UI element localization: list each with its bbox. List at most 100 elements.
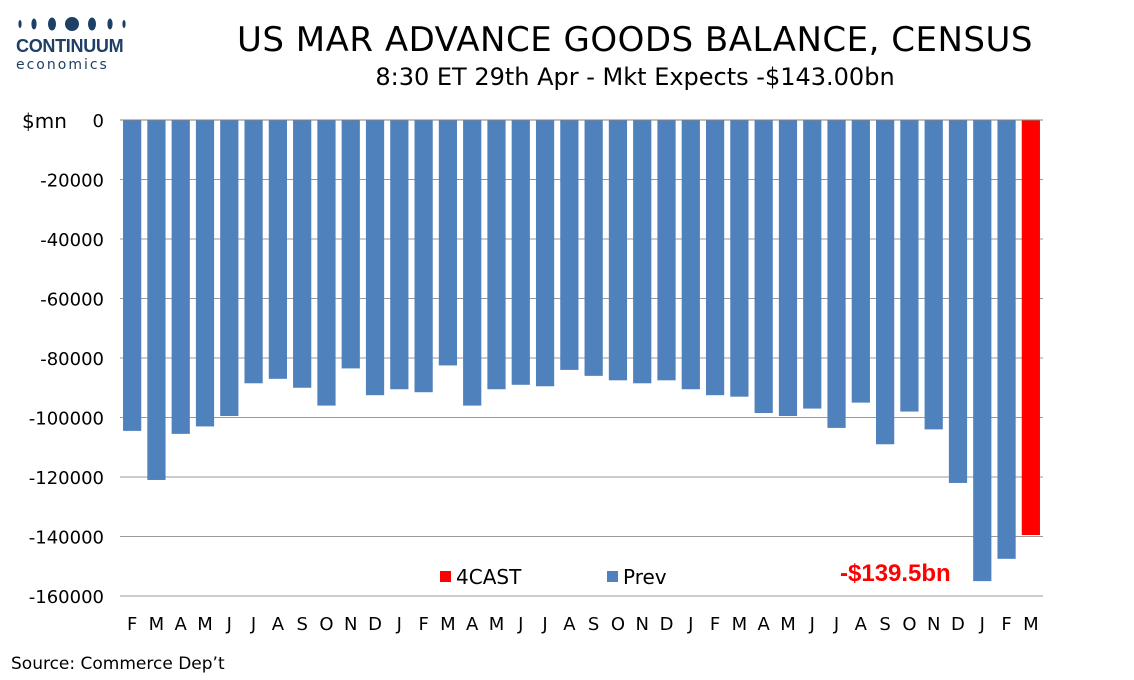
legend-swatch-4cast — [440, 571, 451, 582]
x-category-label: J — [250, 614, 256, 635]
prev-bar — [560, 120, 579, 370]
prev-bar — [123, 120, 142, 431]
x-category-label: J — [687, 614, 693, 635]
x-category-label: J — [226, 614, 232, 635]
prev-bar — [705, 120, 725, 396]
y-tick-label: -20000 — [40, 171, 104, 192]
x-category-label: F — [710, 614, 720, 635]
prev-bar — [827, 120, 846, 428]
y-tick-label: -160000 — [29, 587, 104, 608]
x-category-label: F — [1001, 614, 1011, 635]
prev-bar — [876, 120, 895, 445]
x-category-label: A — [855, 614, 868, 635]
prev-bar — [390, 120, 409, 390]
x-category-label: O — [319, 614, 333, 635]
prev-bar — [754, 120, 773, 414]
x-category-label: M — [149, 614, 165, 635]
x-category-label: D — [951, 614, 965, 635]
prev-bar — [900, 120, 919, 412]
prev-bar — [438, 120, 458, 366]
legend-swatch-prev — [607, 571, 618, 582]
prev-bar — [317, 120, 336, 406]
legend: 4CAST Prev — [440, 565, 667, 589]
prev-bar — [147, 120, 166, 480]
prev-bar — [973, 120, 992, 582]
prev-bar — [341, 120, 360, 369]
x-category-label: M — [780, 614, 796, 635]
x-category-label: D — [368, 614, 382, 635]
chart-subtitle: 8:30 ET 29th Apr - Mkt Expects -$143.00b… — [375, 63, 895, 91]
x-category-label: F — [418, 614, 428, 635]
source-note: Source: Commerce Dep’t — [11, 654, 225, 674]
x-category-label: M — [440, 614, 456, 635]
prev-bar — [924, 120, 943, 430]
y-axis-ticks: 0 -20000 -40000 -60000 -80000 -100000 -120000 -… — [29, 111, 104, 608]
prev-bar — [657, 120, 676, 381]
y-tick-label: -120000 — [29, 468, 104, 489]
y-tick-label: -40000 — [40, 230, 104, 251]
prev-bar — [608, 120, 628, 381]
x-category-label: J — [979, 614, 985, 635]
x-category-label: N — [344, 614, 357, 635]
x-category-label: A — [272, 614, 285, 635]
x-category-label: J — [541, 614, 547, 635]
prev-bar — [220, 120, 239, 417]
prev-bar — [778, 120, 798, 417]
prev-bar — [268, 120, 287, 379]
legend-label-prev: Prev — [623, 565, 667, 589]
chart-title: US MAR ADVANCE GOODS BALANCE, CENSUS — [237, 20, 1033, 60]
y-tick-label: -140000 — [29, 528, 104, 549]
prev-bar — [681, 120, 700, 390]
y-tick-label: -60000 — [40, 290, 104, 311]
prev-bar — [997, 120, 1016, 559]
x-category-label: O — [611, 614, 625, 635]
prev-bar — [171, 120, 190, 434]
x-category-label: M — [197, 614, 213, 635]
x-category-label: D — [660, 614, 674, 635]
logo-brand-text: CONTINUUM — [16, 36, 124, 56]
logo-dots-icon — [18, 17, 126, 31]
x-category-label: J — [517, 614, 523, 635]
prev-bar — [414, 120, 433, 393]
logo-sub-text: economics — [16, 57, 109, 73]
prev-bar — [803, 120, 822, 409]
y-tick-label: -100000 — [29, 409, 104, 430]
x-category-label: A — [466, 614, 479, 635]
prev-bar — [487, 120, 506, 390]
x-category-label: J — [809, 614, 815, 635]
prev-bar — [535, 120, 555, 387]
y-tick-label: -80000 — [40, 349, 104, 370]
forecast-bar — [1021, 120, 1040, 536]
prev-bar — [948, 120, 968, 483]
prev-bar — [584, 120, 603, 376]
x-category-label: M — [1023, 614, 1039, 635]
x-category-label: N — [927, 614, 940, 635]
x-category-label: J — [833, 614, 839, 635]
prev-bar — [365, 120, 385, 396]
x-category-label: N — [635, 614, 648, 635]
x-category-label: A — [563, 614, 576, 635]
prev-bar — [730, 120, 749, 397]
forecast-value-annotation: -$139.5bn — [840, 560, 951, 587]
y-axis-unit-label: $mn — [22, 109, 67, 133]
x-category-label: S — [296, 614, 307, 635]
x-category-label: S — [879, 614, 890, 635]
prev-bar — [195, 120, 215, 427]
y-tick-label: 0 — [93, 111, 104, 132]
x-category-label: A — [758, 614, 771, 635]
prev-bar — [293, 120, 312, 388]
x-category-label: A — [175, 614, 188, 635]
prev-bar — [244, 120, 263, 384]
legend-label-4cast: 4CAST — [456, 565, 522, 589]
x-category-label: F — [127, 614, 137, 635]
x-category-label: M — [732, 614, 748, 635]
x-category-label: M — [489, 614, 505, 635]
x-category-label: S — [588, 614, 599, 635]
x-category-label: O — [902, 614, 916, 635]
prev-bar — [633, 120, 652, 384]
bars — [123, 120, 1040, 582]
prev-bar — [511, 120, 530, 385]
prev-bar — [463, 120, 482, 406]
